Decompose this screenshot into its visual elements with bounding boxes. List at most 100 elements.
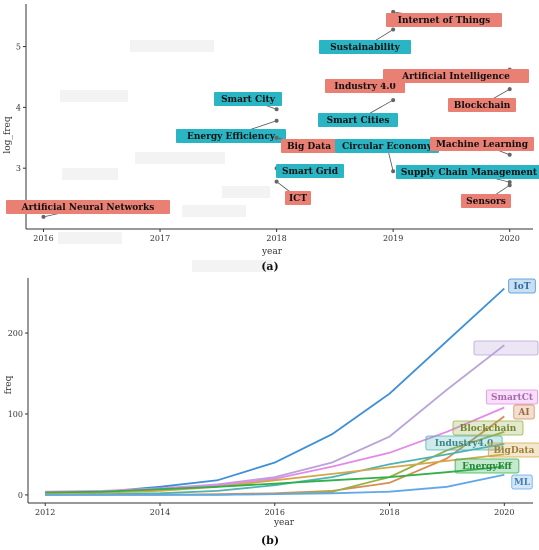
point-label-box: [285, 191, 311, 205]
point-dot: [274, 179, 279, 184]
point-label: Smart Cities: [327, 116, 390, 126]
x-tick-label-b: 2018: [379, 508, 399, 517]
point-label: Supply Chain Management: [401, 168, 538, 178]
point-label-box: [318, 113, 398, 127]
point-label: Energy Efficiency: [187, 132, 276, 142]
point-dot: [507, 87, 512, 92]
point-label-box: [335, 139, 439, 153]
ticks-a: 2016 2017 2018 2019 2020 3 4 5: [16, 43, 520, 243]
series-line: [45, 453, 505, 495]
series-label-box: [508, 278, 536, 294]
series-label-box: [487, 442, 539, 458]
series-label: Blockchain: [460, 424, 517, 434]
ghost-box: [130, 40, 214, 52]
series-label: AI: [517, 408, 529, 418]
point-dot: [41, 214, 46, 219]
ghost-box: [222, 186, 270, 198]
x-tick-label-a: 2016: [33, 234, 53, 243]
point-label-box: [448, 98, 516, 112]
y-tick-label-b: 100: [8, 410, 23, 419]
series-label: BigData: [494, 446, 535, 456]
series-label-box: [454, 458, 520, 474]
point-label: Artificial Neural Networks: [21, 203, 155, 213]
ghost-box: [58, 232, 122, 244]
x-axis-label-b: year: [273, 518, 295, 528]
point-label-box: [281, 139, 337, 153]
y-tick-label-a: 4: [16, 103, 21, 112]
point-dot: [507, 183, 512, 188]
series-label-box: [452, 420, 524, 436]
x-tick-label-b: 2020: [494, 508, 514, 517]
point-label: Internet of Things: [398, 16, 491, 26]
x-tick-label-a: 2019: [383, 234, 403, 243]
series-line: [45, 473, 505, 496]
panel-label-b: (b): [261, 534, 279, 547]
point-dot: [391, 27, 396, 32]
point-label: Sustainability: [330, 43, 401, 53]
x-tick-label-a: 2017: [150, 234, 170, 243]
point-label: Smart City: [221, 95, 276, 105]
x-axis-label-a: year: [261, 247, 283, 257]
point-label-box: [319, 40, 411, 54]
series-label: EnergyEff: [462, 462, 512, 472]
point-label: Machine Learning: [436, 140, 529, 150]
point-dot: [507, 152, 512, 157]
point-label: Smart Grid: [282, 167, 339, 177]
point-dot: [391, 169, 396, 174]
point-dot: [274, 107, 279, 112]
points-a: Artificial Neural Networks Smart City Ener…: [6, 9, 539, 219]
series-label: SmartCt: [491, 393, 534, 403]
ticks-b: 2012 2014 2016 2018 2020 0 100 200: [8, 329, 515, 517]
series-label: Industry4.0: [435, 439, 493, 449]
panel-label-a: (a): [261, 260, 279, 273]
point-dot: [274, 118, 279, 123]
point-label: Circular Economy: [342, 142, 433, 152]
series-line: [45, 443, 505, 496]
y-tick-label-b: 0: [18, 491, 23, 500]
point-label: Sensors: [466, 197, 506, 207]
point-label-box: [176, 129, 286, 143]
point-dot: [391, 9, 396, 14]
y-axis-label-a: log_freq: [3, 116, 13, 154]
point-label-box: [430, 137, 534, 151]
point-label: ICT: [289, 194, 307, 204]
point-dot: [507, 180, 512, 185]
point-label-box: [386, 13, 502, 27]
point-label: Big Data: [287, 142, 331, 152]
series-label: ML: [514, 478, 531, 488]
series-label-box: [473, 340, 539, 356]
ghost-box: [62, 168, 118, 180]
point-label-box: [383, 69, 529, 83]
series-line: [45, 465, 505, 494]
panel-b: 2012 2014 2016 2018 2020 0 100 200 year freq Io…: [4, 278, 539, 547]
x-tick-label-b: 2014: [150, 508, 170, 517]
ghost-box: [60, 90, 128, 102]
y-tick-label-b: 200: [8, 329, 23, 338]
x-tick-label-a: 2018: [266, 234, 286, 243]
ghost-box: [135, 152, 225, 164]
point-label-box: [214, 92, 282, 106]
series-label-box: [485, 389, 539, 405]
point-dot: [391, 98, 396, 103]
x-tick-label-b: 2016: [265, 508, 285, 517]
point-label: Industry 4.0: [334, 82, 396, 92]
series-label: IoT: [514, 282, 531, 292]
x-tick-label-b: 2012: [35, 508, 55, 517]
point-dot: [274, 135, 279, 140]
series-label-box: [513, 404, 535, 420]
ghost-box: [192, 260, 272, 272]
y-tick-label-a: 5: [16, 43, 21, 52]
point-label-box: [396, 165, 539, 179]
series-label-box: [511, 474, 533, 490]
y-tick-label-a: 3: [16, 164, 21, 173]
point-label: Artificial Intelligence: [401, 72, 510, 82]
x-tick-label-a: 2020: [500, 234, 520, 243]
point-label-box: [6, 200, 170, 214]
panel-a: 2016 2017 2018 2019 2020 3 4 5 year log_freq Ar…: [3, 4, 539, 273]
series-line: [45, 344, 505, 494]
point-label-box: [461, 194, 511, 208]
y-axis-label-b: freq: [4, 375, 14, 394]
lines-b: [45, 287, 505, 496]
